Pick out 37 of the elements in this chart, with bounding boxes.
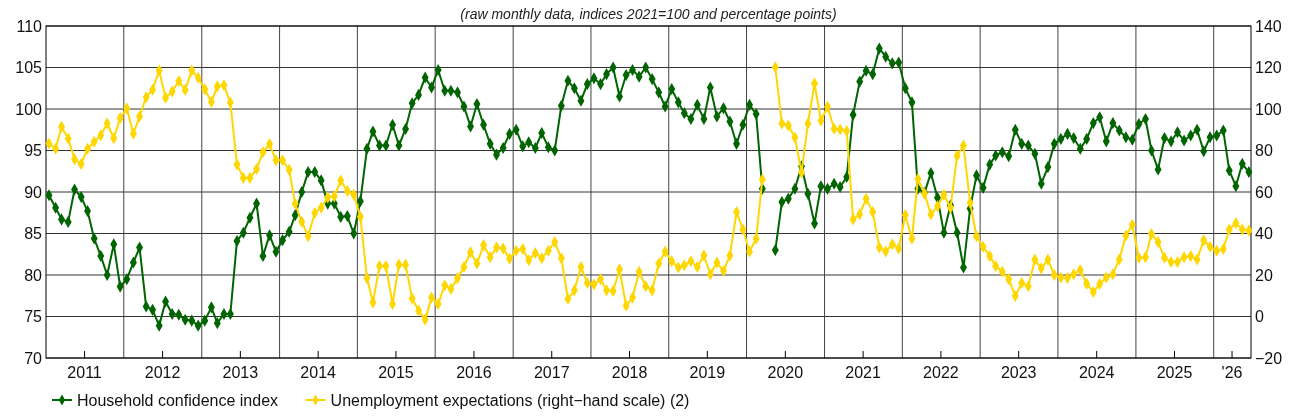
y-tick-label: 110	[16, 17, 43, 35]
y2-tick-label: 0	[1255, 308, 1264, 326]
x-tick-label: 2018	[611, 364, 648, 381]
y-tick-label: 90	[24, 183, 43, 201]
x-tick-label: 2015	[378, 364, 414, 381]
y2-tick-label: 100	[1255, 100, 1282, 118]
x-tick-label: '26	[1221, 364, 1243, 381]
x-tick-label: 2013	[222, 364, 259, 381]
y2-tick-label: 80	[1255, 142, 1273, 160]
y-tick-label: 105	[15, 59, 43, 77]
y-tick-label: 70	[24, 349, 43, 367]
y-tick-label: 95	[24, 142, 43, 160]
x-tick-label: 2014	[300, 364, 337, 381]
y2-tick-label: 40	[1255, 225, 1273, 243]
x-tick-label: 2020	[767, 364, 804, 381]
y2-tick-label: 120	[1255, 59, 1282, 77]
x-tick-label: 2024	[1078, 364, 1115, 381]
y2-tick-label: 20	[1255, 266, 1273, 284]
y2-tick-label: 60	[1255, 183, 1273, 201]
y-tick-label: 100	[15, 100, 43, 118]
chart-subtitle: (raw monthly data, indices 2021=100 and percentage points)	[460, 6, 837, 22]
x-tick-label: 2019	[689, 364, 726, 381]
x-tick-label: 2023	[1000, 364, 1037, 381]
x-tick-label: 2022	[923, 364, 959, 381]
y2-tick-label: −20	[1255, 349, 1283, 367]
legend-label: Unemployment expectations (right−hand scale) (2)	[330, 391, 690, 409]
x-tick-label: 2016	[456, 364, 492, 381]
x-tick-label: 2017	[533, 364, 570, 381]
y-tick-label: 80	[24, 266, 43, 284]
x-tick-label: 2012	[144, 364, 181, 381]
y-tick-label: 85	[24, 225, 43, 243]
legend-label: Household confidence index	[77, 391, 279, 409]
x-tick-label: 2025	[1156, 364, 1193, 381]
y-tick-label: 75	[24, 308, 43, 326]
y2-tick-label: 140	[1255, 17, 1282, 35]
x-tick-label: 2011	[67, 364, 102, 381]
x-tick-label: 2021	[845, 364, 882, 381]
